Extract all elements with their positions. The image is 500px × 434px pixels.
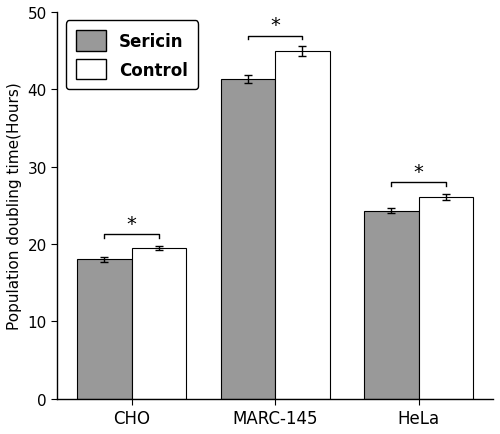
Bar (132, 248, 186, 399)
Bar (275, 52, 330, 399)
Y-axis label: Population doubling time(Hours): Population doubling time(Hours) (7, 82, 22, 329)
Legend: Sericin, Control: Sericin, Control (66, 21, 198, 90)
Text: *: * (270, 16, 280, 35)
Bar (220, 80, 275, 399)
Text: *: * (414, 163, 424, 181)
Bar (364, 211, 418, 399)
Bar (418, 197, 473, 399)
Bar (77, 260, 132, 399)
Text: *: * (126, 214, 136, 233)
